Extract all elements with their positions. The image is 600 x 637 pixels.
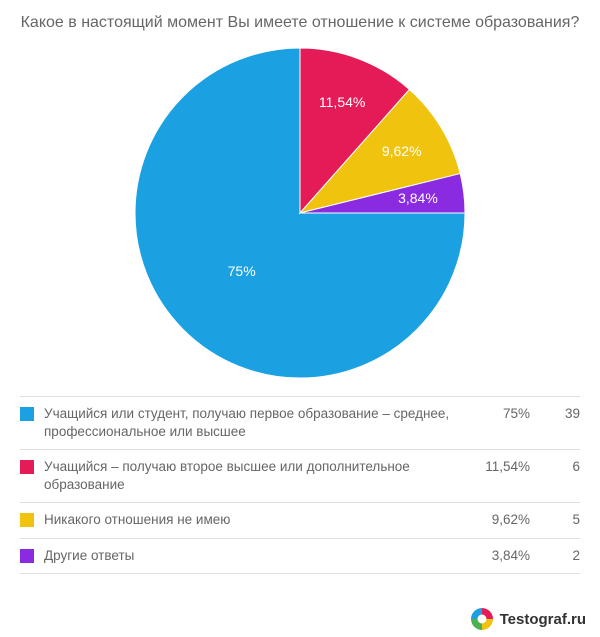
legend-count: 39 bbox=[530, 405, 580, 423]
legend-row: Другие ответы3,84%2 bbox=[20, 539, 580, 574]
legend-row: Учащийся или студент, получаю первое обр… bbox=[20, 397, 580, 450]
legend-table: Учащийся или студент, получаю первое обр… bbox=[20, 396, 580, 574]
legend-percent: 9,62% bbox=[460, 511, 530, 529]
brand-name: Testograf.ru bbox=[500, 611, 586, 628]
brand-logo-icon bbox=[470, 607, 494, 631]
legend-row: Учащийся – получаю второе высшее или доп… bbox=[20, 450, 580, 503]
legend-swatch bbox=[20, 513, 34, 527]
legend-swatch bbox=[20, 407, 34, 421]
legend-label: Учащийся или студент, получаю первое обр… bbox=[44, 405, 460, 441]
slice-label: 3,84% bbox=[398, 190, 438, 206]
legend-label: Учащийся – получаю второе высшее или доп… bbox=[44, 458, 460, 494]
slice-label: 11,54% bbox=[319, 94, 365, 110]
legend-label: Другие ответы bbox=[44, 547, 460, 565]
legend-swatch bbox=[20, 549, 34, 563]
pie-chart: 75% 11,54% 9,62% 3,84% bbox=[135, 48, 465, 378]
chart-title: Какое в настоящий момент Вы имеете отнош… bbox=[20, 12, 580, 34]
legend-count: 5 bbox=[530, 511, 580, 529]
slice-label: 75% bbox=[228, 263, 256, 279]
legend-row: Никакого отношения не имею9,62%5 bbox=[20, 503, 580, 538]
legend-count: 6 bbox=[530, 458, 580, 476]
chart-container: Какое в настоящий момент Вы имеете отнош… bbox=[0, 0, 600, 574]
chart-area: 75% 11,54% 9,62% 3,84% bbox=[20, 48, 580, 378]
legend-count: 2 bbox=[530, 547, 580, 565]
legend-percent: 11,54% bbox=[460, 458, 530, 476]
legend-percent: 75% bbox=[460, 405, 530, 423]
footer-brand: Testograf.ru bbox=[470, 607, 586, 631]
legend-percent: 3,84% bbox=[460, 547, 530, 565]
legend-swatch bbox=[20, 460, 34, 474]
legend-label: Никакого отношения не имею bbox=[44, 511, 460, 529]
slice-label: 9,62% bbox=[382, 143, 422, 159]
